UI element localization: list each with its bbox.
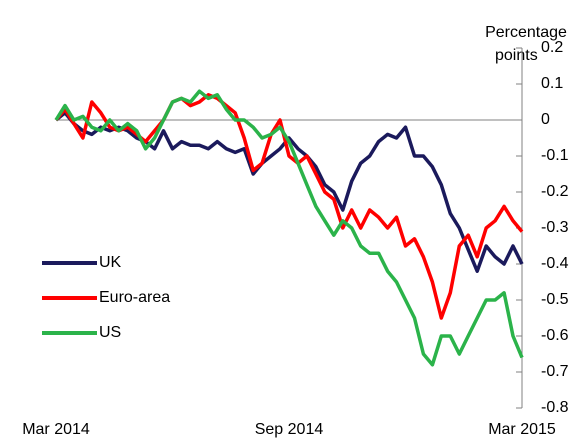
x-tick-label: Sep 2014: [255, 421, 324, 438]
y-axis-label: Percentage: [485, 24, 567, 41]
y-tick-label: -0.5: [541, 291, 569, 308]
series-line: [54, 111, 524, 273]
legend-label: US: [99, 324, 121, 341]
y-tick-label: -0.1: [541, 147, 569, 164]
y-tick-label: -0.2: [541, 183, 569, 200]
x-tick-label: Mar 2014: [22, 421, 90, 438]
y-tick-label: -0.6: [541, 327, 569, 344]
x-tick-label: Mar 2015: [488, 421, 556, 438]
y-tick-label: 0.2: [541, 39, 563, 56]
y-axis-label: points: [495, 47, 538, 64]
y-tick-label: 0.1: [541, 75, 563, 92]
y-tick-label: 0: [541, 111, 550, 128]
legend-label: UK: [99, 254, 122, 271]
y-tick-label: -0.3: [541, 219, 569, 236]
series-line: [54, 89, 524, 367]
legend-label: Euro-area: [99, 289, 170, 306]
y-tick-label: -0.4: [541, 255, 569, 272]
y-tick-label: -0.8: [541, 399, 569, 416]
y-tick-label: -0.7: [541, 363, 569, 380]
series-line: [54, 93, 524, 320]
